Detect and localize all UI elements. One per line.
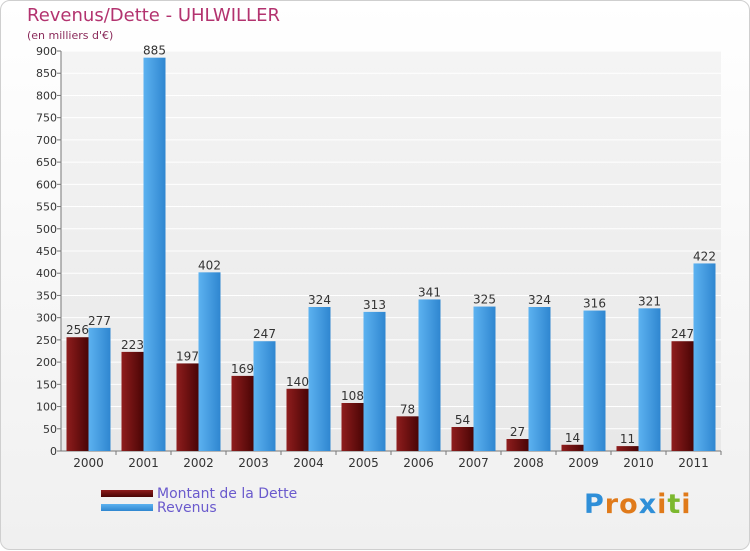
data-label-dette: 197 bbox=[176, 349, 199, 363]
logo-letter: i bbox=[657, 489, 668, 520]
data-label-revenus: 321 bbox=[638, 294, 661, 308]
x-tick-label: 2008 bbox=[513, 456, 544, 470]
y-tick-label: 300 bbox=[36, 312, 57, 325]
logo-letter: P bbox=[584, 489, 605, 520]
data-label-revenus: 316 bbox=[583, 297, 606, 311]
data-label-dette: 78 bbox=[400, 402, 415, 416]
bar-dette bbox=[286, 388, 309, 451]
y-tick-label: 500 bbox=[36, 223, 57, 236]
bar-dette bbox=[451, 427, 474, 451]
y-tick-label: 250 bbox=[36, 334, 57, 347]
x-tick-label: 2011 bbox=[678, 456, 709, 470]
chart-subtitle: (en milliers d'€) bbox=[27, 29, 114, 42]
x-tick-label: 2003 bbox=[238, 456, 269, 470]
y-tick-label: 850 bbox=[36, 67, 57, 80]
bar-revenus bbox=[143, 57, 166, 452]
y-tick-label: 650 bbox=[36, 156, 57, 169]
data-label-revenus: 324 bbox=[308, 293, 331, 307]
y-tick-label: 700 bbox=[36, 134, 57, 147]
y-tick-label: 900 bbox=[36, 45, 57, 58]
bar-dette bbox=[506, 439, 529, 451]
data-label-dette: 247 bbox=[671, 327, 694, 341]
data-label-revenus: 313 bbox=[363, 298, 386, 312]
data-label-dette: 108 bbox=[341, 389, 364, 403]
data-label-dette: 140 bbox=[286, 375, 309, 389]
proxiti-logo: Proxiti bbox=[584, 489, 692, 520]
data-label-dette: 54 bbox=[455, 413, 470, 427]
logo-letter: i bbox=[681, 489, 692, 520]
data-label-revenus: 402 bbox=[198, 258, 221, 272]
bar-dette bbox=[66, 337, 89, 451]
chart-title: Revenus/Dette - UHLWILLER bbox=[27, 5, 280, 26]
y-tick-label: 150 bbox=[36, 378, 57, 391]
logo-letter: x bbox=[638, 489, 658, 520]
bar-revenus bbox=[88, 327, 111, 451]
bar-dette bbox=[231, 375, 254, 451]
legend-swatch-dette bbox=[101, 490, 153, 497]
x-tick-label: 2000 bbox=[73, 456, 104, 470]
x-tick-label: 2009 bbox=[568, 456, 599, 470]
bar-revenus bbox=[198, 272, 221, 451]
bar-revenus bbox=[363, 311, 386, 451]
bar-revenus bbox=[253, 341, 276, 451]
legend-label-revenus: Revenus bbox=[157, 500, 217, 516]
x-tick-label: 2006 bbox=[403, 456, 434, 470]
data-label-dette: 169 bbox=[231, 362, 254, 376]
data-label-revenus: 247 bbox=[253, 327, 276, 341]
y-tick-label: 550 bbox=[36, 201, 57, 214]
bar-dette bbox=[396, 416, 419, 451]
bar-dette bbox=[561, 444, 584, 451]
data-label-revenus: 885 bbox=[143, 44, 166, 58]
bar-revenus bbox=[693, 263, 716, 451]
y-tick-label: 450 bbox=[36, 245, 57, 258]
bar-dette bbox=[176, 363, 199, 451]
x-tick-label: 2004 bbox=[293, 456, 324, 470]
y-tick-label: 350 bbox=[36, 289, 57, 302]
data-label-dette: 27 bbox=[510, 425, 525, 439]
logo-letter: o bbox=[619, 489, 639, 520]
legend-swatch-revenus bbox=[101, 504, 153, 511]
y-tick-label: 0 bbox=[50, 445, 57, 458]
bar-revenus bbox=[308, 307, 331, 451]
y-tick-label: 600 bbox=[36, 178, 57, 191]
data-label-revenus: 277 bbox=[88, 314, 111, 328]
x-tick-label: 2007 bbox=[458, 456, 489, 470]
y-tick-label: 400 bbox=[36, 267, 57, 280]
x-tick-label: 2002 bbox=[183, 456, 214, 470]
y-tick-label: 200 bbox=[36, 356, 57, 369]
data-label-revenus: 324 bbox=[528, 293, 551, 307]
legend-label-dette: Montant de la Dette bbox=[157, 486, 298, 502]
data-label-dette: 14 bbox=[565, 431, 580, 445]
bar-dette bbox=[341, 403, 364, 451]
bar-revenus bbox=[638, 308, 661, 451]
bar-dette bbox=[671, 341, 694, 451]
bar-revenus bbox=[583, 310, 606, 451]
y-tick-label: 800 bbox=[36, 89, 57, 102]
bar-dette bbox=[616, 446, 639, 451]
data-label-dette: 256 bbox=[66, 323, 89, 337]
bar-revenus bbox=[528, 307, 551, 451]
bar-revenus bbox=[418, 299, 441, 451]
x-tick-label: 2005 bbox=[348, 456, 379, 470]
data-label-revenus: 341 bbox=[418, 285, 441, 299]
data-label-revenus: 422 bbox=[693, 249, 716, 263]
data-label-dette: 223 bbox=[121, 338, 144, 352]
bar-revenus bbox=[473, 306, 496, 451]
y-tick-label: 750 bbox=[36, 112, 57, 125]
data-label-dette: 11 bbox=[620, 432, 635, 446]
logo-letter: r bbox=[604, 489, 620, 520]
y-tick-label: 50 bbox=[43, 423, 57, 436]
x-tick-label: 2001 bbox=[128, 456, 159, 470]
y-tick-label: 100 bbox=[36, 401, 57, 414]
bar-dette bbox=[121, 351, 144, 451]
data-label-revenus: 325 bbox=[473, 293, 496, 307]
logo-letter: t bbox=[667, 489, 682, 520]
x-tick-label: 2010 bbox=[623, 456, 654, 470]
